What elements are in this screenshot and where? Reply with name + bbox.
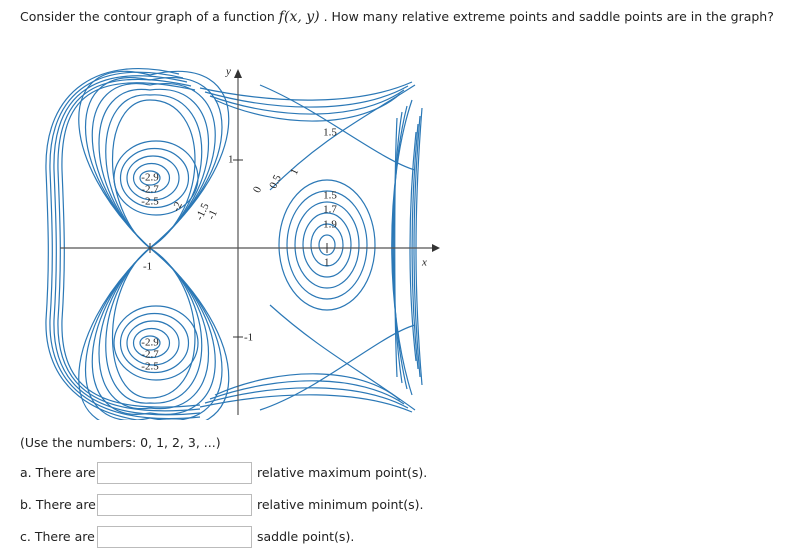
contour bbox=[259, 84, 416, 171]
instructions: (Use the numbers: 0, 1, 2, 3, ...) bbox=[20, 435, 221, 450]
contour bbox=[278, 179, 376, 311]
tick-label: -1 bbox=[143, 261, 152, 273]
contour bbox=[391, 99, 413, 396]
contour-label: 1.5 bbox=[323, 190, 337, 202]
contour-label: -2.9 bbox=[141, 337, 159, 349]
contour bbox=[113, 305, 199, 381]
contour bbox=[132, 327, 171, 359]
contour bbox=[204, 387, 409, 409]
question-text: Consider the contour graph of a function bbox=[20, 9, 279, 24]
question: Consider the contour graph of a function… bbox=[20, 9, 774, 25]
contour bbox=[45, 67, 180, 420]
axis-label: x bbox=[421, 257, 427, 269]
tick-label: 1 bbox=[324, 257, 330, 269]
contour bbox=[57, 78, 201, 412]
prefix: b. There are bbox=[20, 497, 96, 512]
contour bbox=[132, 162, 171, 194]
contour-label: 1 bbox=[288, 167, 301, 177]
tick-label: 1 bbox=[228, 154, 234, 166]
contour bbox=[214, 93, 401, 122]
question-text: . How many relative extreme points and s… bbox=[319, 9, 774, 24]
contour-label: -2.9 bbox=[141, 172, 159, 184]
contour bbox=[294, 201, 360, 289]
suffix: saddle point(s). bbox=[257, 529, 355, 544]
contour bbox=[49, 71, 201, 420]
contour bbox=[310, 223, 344, 267]
contour-label: 0 bbox=[251, 184, 264, 195]
prefix: c. There are bbox=[20, 529, 95, 544]
contour-label: -2.5 bbox=[141, 196, 159, 208]
contour bbox=[413, 115, 421, 378]
contour bbox=[199, 81, 413, 101]
contour bbox=[318, 234, 336, 256]
answer-input[interactable] bbox=[97, 494, 252, 516]
contour bbox=[139, 170, 161, 186]
contour-label: -2.7 bbox=[141, 184, 159, 196]
contour bbox=[259, 324, 416, 411]
contour-label: -2 bbox=[170, 200, 185, 213]
contour bbox=[393, 111, 403, 384]
contour bbox=[119, 312, 190, 374]
contour-label: -2.7 bbox=[141, 349, 159, 361]
contour bbox=[214, 373, 401, 401]
suffix: relative maximum point(s). bbox=[257, 465, 428, 480]
contour bbox=[139, 335, 161, 351]
contour-graph: y x 1 -1 -1 1 -2.9-2.7-2.5-2.9-2.7-2.51.… bbox=[45, 66, 440, 420]
contour bbox=[126, 320, 180, 366]
contour bbox=[204, 85, 409, 108]
contour bbox=[392, 105, 408, 390]
suffix: relative minimum point(s). bbox=[257, 497, 424, 512]
contour-label: -1 bbox=[205, 208, 220, 221]
contour-label: 1.9 bbox=[323, 219, 337, 231]
contour bbox=[415, 107, 423, 386]
contour bbox=[209, 380, 405, 405]
answer-input[interactable] bbox=[97, 462, 252, 484]
contours bbox=[45, 67, 423, 420]
contour bbox=[199, 394, 413, 413]
contour bbox=[209, 89, 405, 115]
answer-input[interactable] bbox=[97, 526, 252, 548]
contour bbox=[409, 131, 417, 362]
function-name: f(x, y) bbox=[278, 9, 320, 25]
contour bbox=[119, 147, 190, 209]
contour bbox=[61, 82, 201, 408]
contour bbox=[126, 155, 180, 201]
contour bbox=[302, 212, 352, 278]
contour bbox=[53, 75, 201, 416]
contour bbox=[411, 123, 419, 370]
axis-label: y bbox=[225, 66, 231, 78]
tick-label: -1 bbox=[244, 332, 253, 344]
prefix: a. There are bbox=[20, 465, 96, 480]
arrow bbox=[234, 69, 242, 78]
contour-label: 1.5 bbox=[323, 127, 337, 139]
contour-labels: -2.9-2.7-2.5-2.9-2.7-2.51.51.71.91.5-2 -1… bbox=[141, 127, 337, 373]
arrow bbox=[432, 244, 440, 252]
contour-label: 1.7 bbox=[323, 204, 337, 216]
contour-label: -2.5 bbox=[141, 361, 159, 373]
contour-label: 0.5 bbox=[267, 173, 284, 191]
contour bbox=[286, 190, 368, 300]
contour bbox=[394, 117, 398, 378]
